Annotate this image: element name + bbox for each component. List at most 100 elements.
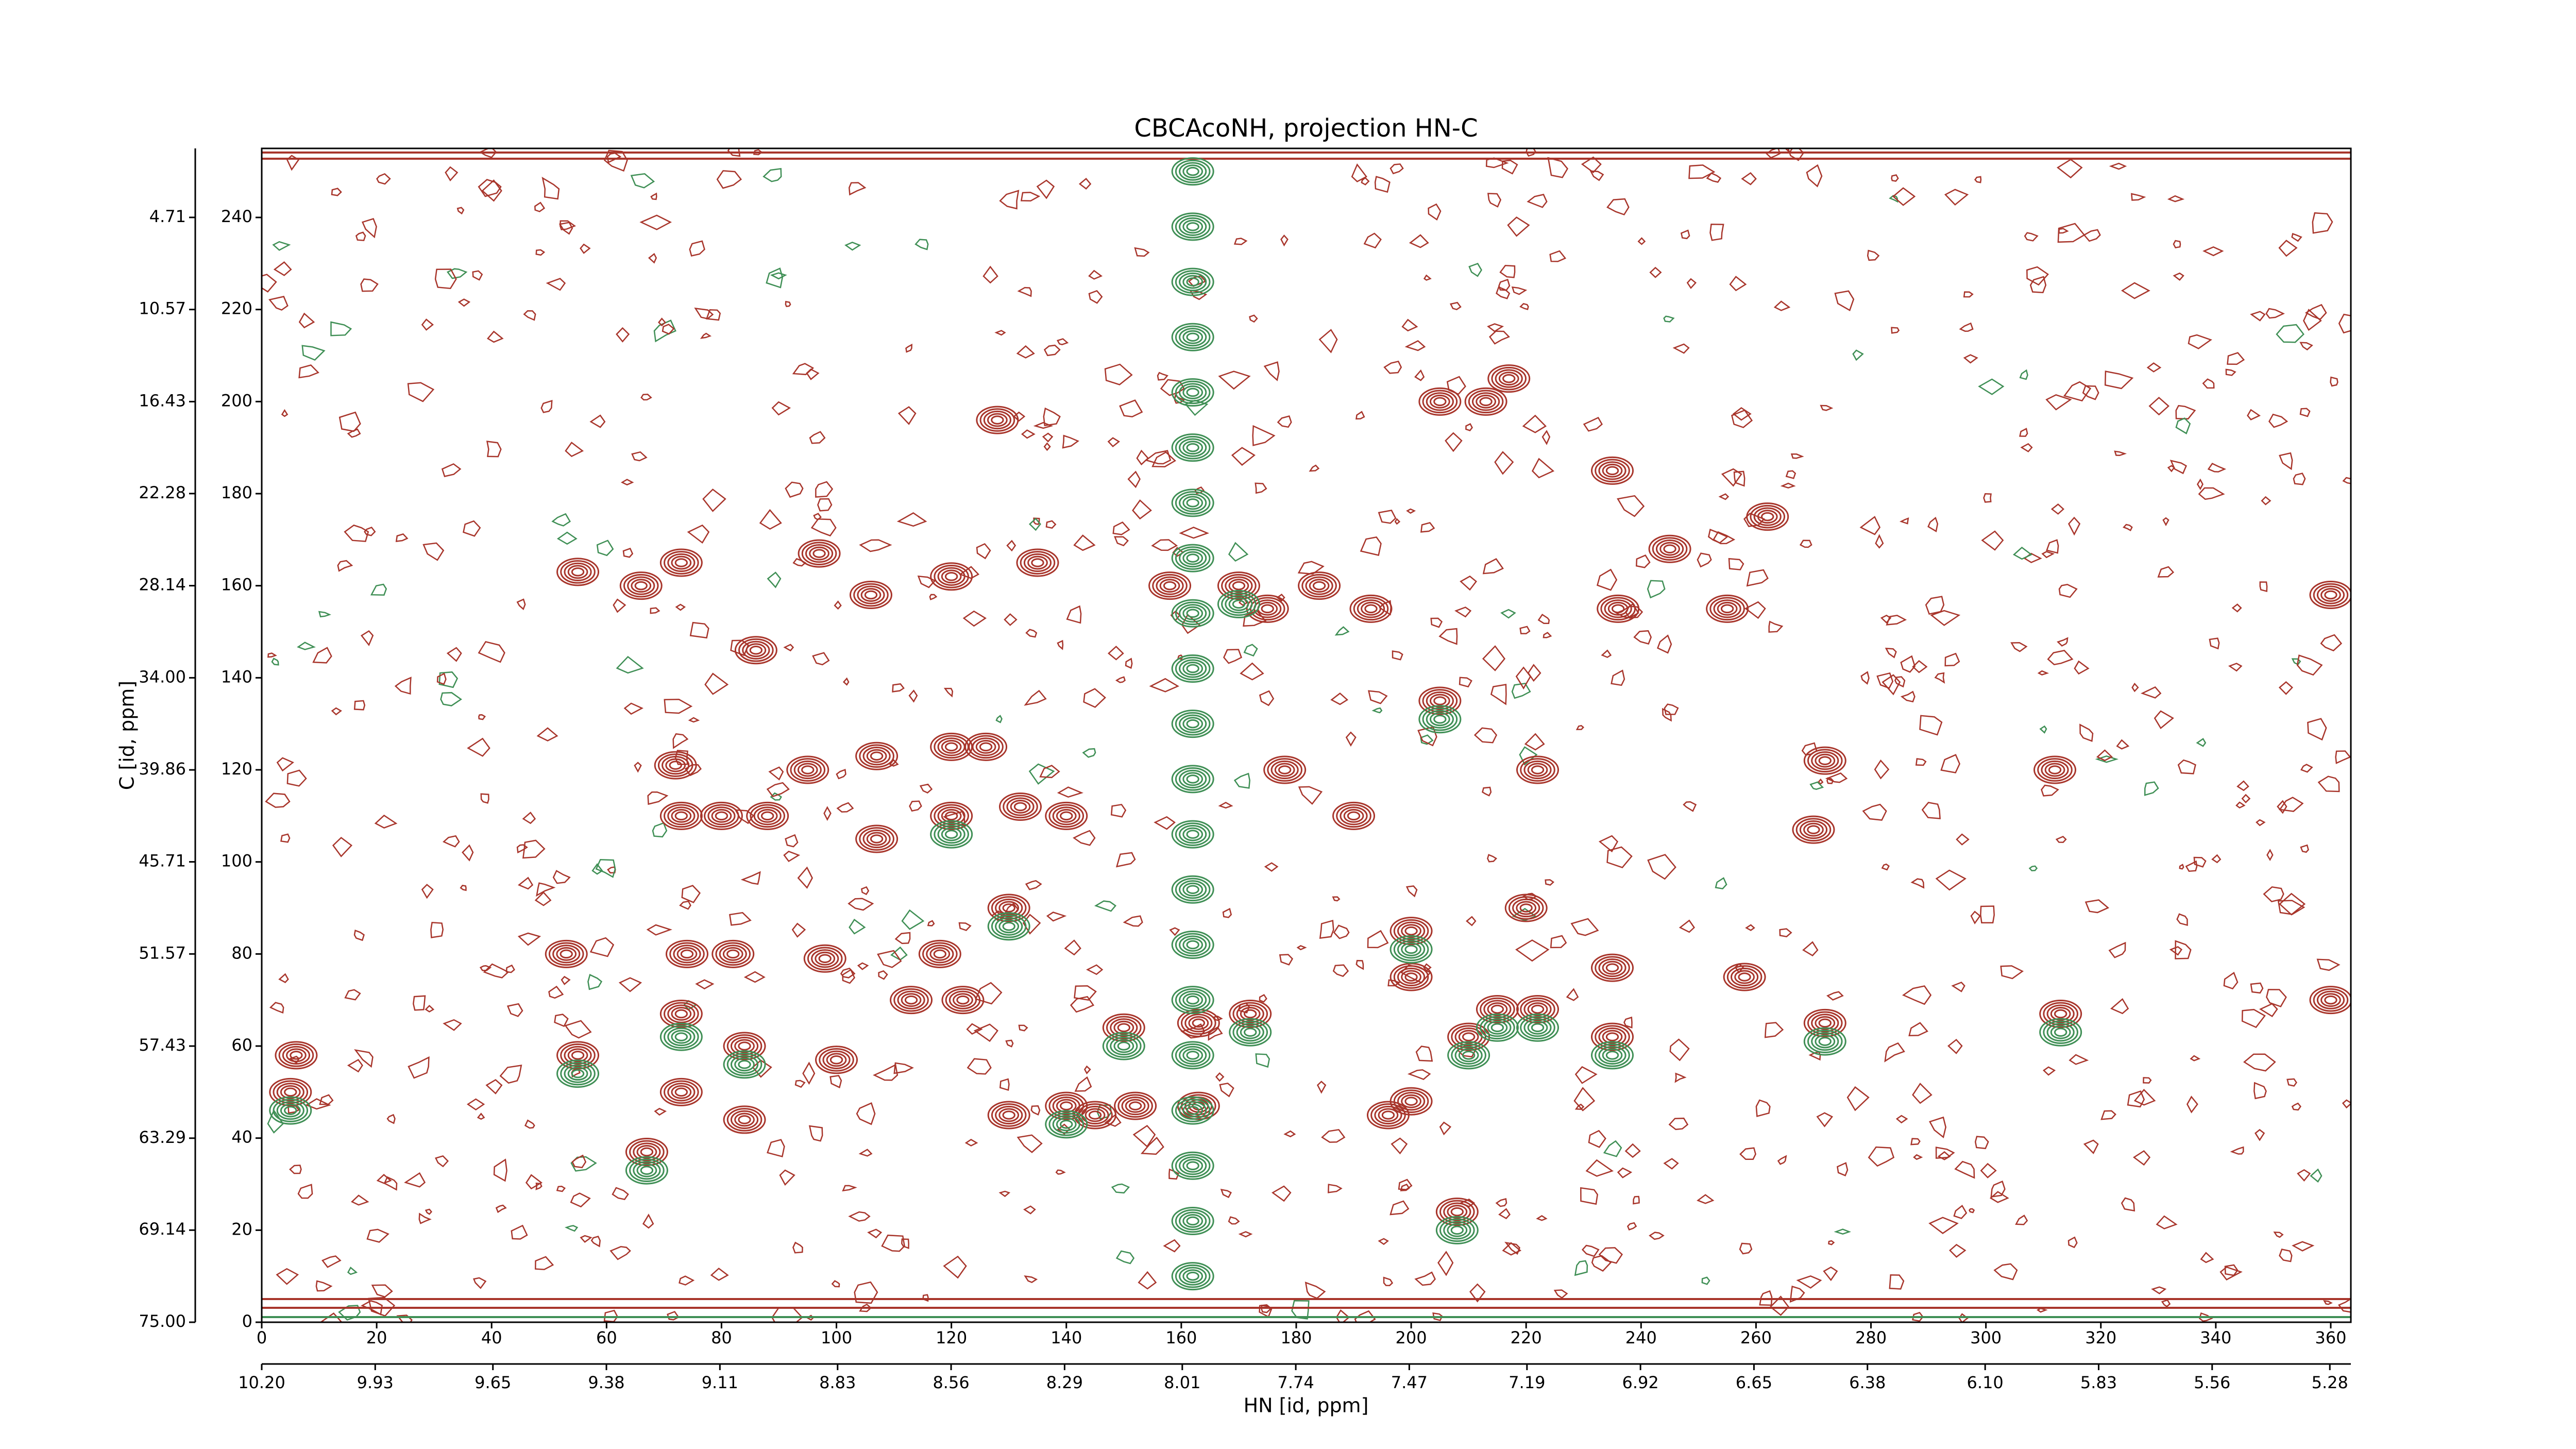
noise-contour: [914, 239, 929, 250]
noise-contour: [1647, 580, 1666, 599]
peak-ring: [2313, 988, 2349, 1012]
noise-contour: [684, 764, 702, 777]
peak-ring: [738, 638, 774, 662]
noise-contour: [1580, 1187, 1599, 1205]
noise-contour: [456, 207, 465, 215]
peak-ring: [829, 1055, 843, 1065]
peak-ring: [627, 576, 655, 595]
peak: [654, 751, 697, 780]
noise-contour: [1482, 558, 1504, 575]
peak-ring: [1605, 1051, 1619, 1060]
noise-contour: [1859, 516, 1881, 535]
peak-ring: [711, 939, 755, 968]
noise-contour: [1882, 674, 1901, 696]
noise-contour: [570, 1156, 597, 1172]
peak-ring: [1010, 800, 1031, 814]
peak-ring: [1397, 1092, 1426, 1111]
y2-tick-label: 39.86: [139, 759, 186, 779]
noise-contour: [966, 1023, 983, 1035]
noise-contour: [273, 261, 292, 276]
peak-ring: [1426, 710, 1454, 729]
peak-ring: [1433, 714, 1447, 724]
peak-ring: [1182, 551, 1204, 565]
noise-contour: [2253, 1082, 2267, 1100]
peak-ring: [1807, 749, 1843, 772]
peak: [723, 1105, 766, 1134]
noise-contour: [1406, 508, 1416, 514]
peak: [1229, 1018, 1272, 1047]
noise-contour: [1768, 620, 1784, 633]
peak: [1298, 571, 1341, 600]
peak-ring: [1240, 1025, 1261, 1039]
noise-contour: [1507, 216, 1530, 237]
peak-ring: [667, 553, 696, 572]
noise-contour: [1334, 626, 1350, 636]
noise-contour: [2291, 233, 2302, 242]
noise-contour: [640, 394, 652, 401]
peak: [2309, 986, 2351, 1015]
noise-contour: [1899, 517, 1909, 525]
noise-contour: [1826, 777, 1834, 784]
noise-contour: [2096, 749, 2113, 762]
peak-ring: [666, 939, 709, 968]
noise-contour: [1806, 164, 1823, 188]
peak-ring: [674, 811, 688, 821]
peak-ring: [1490, 1004, 1504, 1014]
peak-ring: [1483, 1018, 1512, 1037]
noise-contour: [1944, 189, 1969, 206]
peak-ring: [1186, 166, 1199, 176]
noise-contour: [1025, 880, 1042, 890]
noise-contour: [360, 630, 374, 647]
noise-contour: [1228, 542, 1249, 562]
peak-ring: [1186, 719, 1199, 729]
peak-ring: [937, 806, 965, 825]
peak-ring: [278, 1043, 314, 1067]
noise-contour: [1915, 758, 1927, 766]
peak: [798, 539, 841, 568]
noise-contour: [927, 920, 935, 926]
peak: [815, 1046, 858, 1074]
peak-ring: [1175, 878, 1211, 902]
x-tick-label: 200: [1396, 1328, 1427, 1347]
peak-ring: [1426, 392, 1454, 411]
peak: [964, 732, 1008, 761]
noise-contour: [2162, 517, 2170, 527]
peak-ring: [623, 574, 659, 598]
noise-contour: [2342, 477, 2351, 484]
noise-contour: [1773, 300, 1791, 311]
peak-ring: [1401, 924, 1421, 938]
noise-contour: [2114, 450, 2127, 457]
peak-ring: [1182, 275, 1204, 289]
peak-ring: [667, 806, 696, 825]
peak-ring: [1121, 1096, 1149, 1116]
noise-contour: [2041, 784, 2059, 797]
peak-ring: [1447, 1041, 1490, 1070]
noise-contour: [1319, 919, 1334, 939]
noise-contour: [272, 241, 291, 251]
noise-contour: [1686, 278, 1697, 289]
peak-ring: [1186, 332, 1199, 342]
peak-ring: [811, 949, 839, 968]
noise-contour: [831, 1280, 840, 1288]
noise-contour: [2268, 413, 2289, 428]
noise-contour: [1482, 645, 1505, 671]
noise-contour: [2131, 193, 2146, 201]
x-tick-label: 60: [596, 1328, 617, 1347]
peak-ring: [1595, 1025, 1630, 1049]
peak-ring: [1182, 1269, 1204, 1284]
peak-ring: [1060, 811, 1073, 821]
noise-contour: [499, 1065, 522, 1084]
noise-contour: [587, 973, 603, 990]
noise-contour: [1974, 1136, 1989, 1150]
peak-ring: [1117, 1094, 1153, 1118]
noise-contour: [1057, 639, 1064, 650]
peak-ring: [273, 1080, 309, 1104]
noise-contour: [1573, 1087, 1596, 1111]
noise-contour: [999, 1078, 1010, 1091]
noise-contour: [2012, 546, 2033, 560]
noise-contour: [1902, 985, 1932, 1005]
noise-contour: [1043, 442, 1051, 451]
noise-contour: [1895, 1115, 1908, 1124]
peak-ring: [1655, 540, 1684, 559]
noise-contour: [2156, 1215, 2178, 1229]
